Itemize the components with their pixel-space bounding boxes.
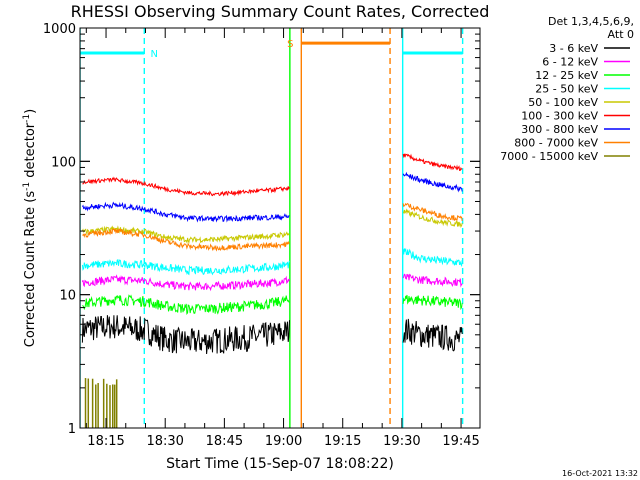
plot-frame [79, 27, 481, 429]
legend-header-line2: Att 0 [608, 28, 634, 41]
series-trace [402, 273, 463, 288]
chart-title: RHESSI Observing Summary Count Rates, Co… [71, 2, 490, 21]
footer-date: 16-Oct-2021 13:32 [562, 469, 638, 478]
y-tick-label: 1 [68, 422, 76, 437]
series-trace [81, 225, 290, 244]
x-axis-ticks: 18:15 18:30 18:45 19:00 19:15 19:30 19:45 [85, 28, 480, 449]
legend-item-label: 300 - 800 keV [521, 123, 598, 136]
legend-item-label: 12 - 25 keV [535, 69, 598, 82]
legend-item-label: 7000 - 15000 keV [500, 150, 598, 163]
legend-item-label: 50 - 100 keV [528, 96, 598, 109]
series-trace [402, 153, 463, 171]
legend-item-label: 25 - 50 keV [535, 83, 598, 96]
y-axis-label: Corrected Count Rate (s-1 detector-1) [22, 109, 38, 347]
series-trace [402, 294, 463, 311]
series-trace [82, 227, 290, 252]
x-tick-label: 19:00 [265, 434, 302, 449]
y-tick-label: 100 [51, 155, 76, 170]
series-trace [402, 247, 463, 268]
y-tick-label: 10 [59, 289, 76, 304]
series-trace [402, 171, 463, 193]
series-trace [81, 274, 290, 292]
series-trace [81, 315, 290, 355]
legend-item-label: 6 - 12 keV [542, 56, 598, 69]
plot-content [80, 28, 464, 428]
y-tick-label: 1000 [43, 22, 76, 37]
x-tick-label: 19:45 [442, 434, 479, 449]
series-trace [402, 208, 463, 228]
series-trace [82, 294, 290, 316]
series-trace [402, 318, 463, 352]
plot-area: NS [79, 27, 481, 429]
flag-label: N [151, 49, 158, 60]
series-trace [81, 258, 290, 276]
x-tick-label: 19:15 [324, 434, 361, 449]
x-tick-label: 18:30 [146, 434, 183, 449]
x-tick-label: 18:15 [87, 434, 124, 449]
series-trace [81, 201, 290, 223]
x-tick-label: 18:45 [206, 434, 243, 449]
y-axis-ticks: 1 10 100 1000 [43, 22, 480, 437]
flag-label: S [287, 39, 293, 50]
legend-item-label: 100 - 300 keV [521, 110, 598, 123]
legend-header-line1: Det 1,3,4,5,6,9, [548, 15, 634, 28]
series-trace [402, 202, 463, 222]
legend-item-label: 3 - 6 keV [549, 42, 598, 55]
x-tick-label: 19:30 [383, 434, 420, 449]
x-axis-label: Start Time (15-Sep-07 18:08:22) [166, 456, 394, 472]
legend-item-label: 800 - 7000 keV [514, 137, 598, 150]
series-trace [82, 176, 290, 197]
